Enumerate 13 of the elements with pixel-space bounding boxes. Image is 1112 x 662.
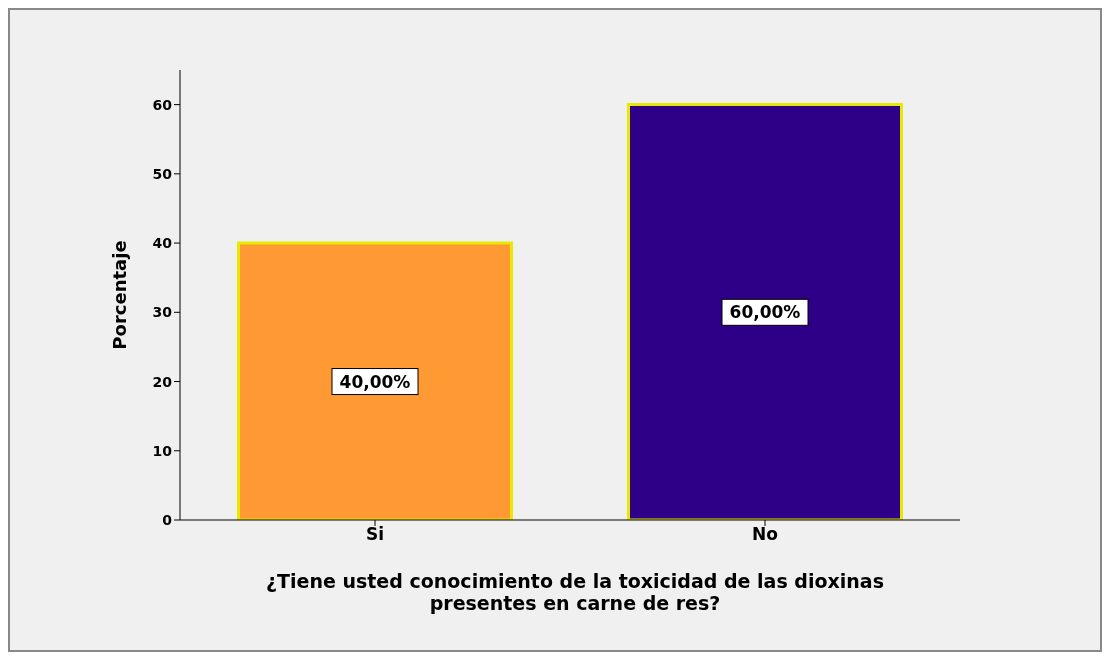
x-tick-label: No — [752, 524, 778, 545]
y-tick-label: 60 — [152, 96, 173, 113]
y-tick-label: 40 — [152, 235, 173, 252]
data-label: 40,00% — [339, 371, 411, 392]
y-tick-label: 10 — [152, 442, 173, 459]
y-tick-label: 30 — [152, 304, 173, 321]
y-axis-title: Porcentaje — [109, 240, 131, 350]
x-axis-title: ¿Tiene usted conocimiento de la toxicidad de las dioxinas presentes en carne de res? — [265, 570, 885, 614]
y-tick-label: 50 — [152, 165, 173, 182]
data-label: 60,00% — [729, 302, 801, 323]
y-tick-label: 0 — [162, 511, 173, 528]
y-tick-label: 20 — [152, 373, 173, 390]
x-tick-label: Si — [365, 524, 385, 545]
